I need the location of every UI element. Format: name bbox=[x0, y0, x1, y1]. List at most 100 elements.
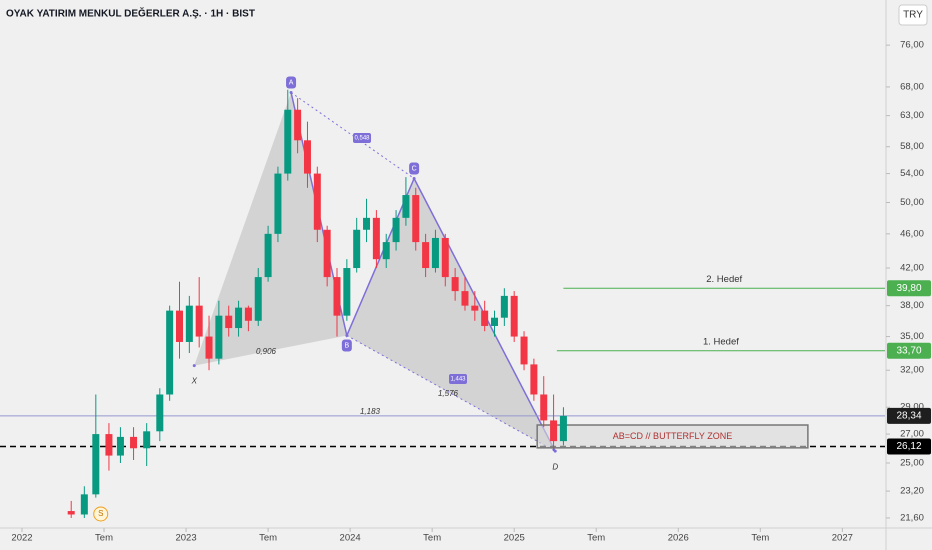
candle-body bbox=[284, 109, 292, 174]
candle-body bbox=[372, 217, 380, 260]
candle-body bbox=[116, 436, 124, 456]
y-tick-label: 21,60 bbox=[900, 512, 924, 523]
x-tick-label: 2027 bbox=[832, 533, 853, 544]
y-tick-label: 25,00 bbox=[900, 458, 924, 469]
candle-body bbox=[205, 336, 213, 359]
y-tick-label: 63,00 bbox=[900, 110, 924, 121]
pattern-badge bbox=[286, 76, 297, 89]
candle-body bbox=[156, 394, 164, 432]
level-price-box bbox=[887, 342, 931, 359]
candle-body bbox=[451, 277, 459, 292]
pattern-point bbox=[192, 364, 196, 368]
x-tick-label: 2025 bbox=[504, 533, 525, 544]
ratio-badge bbox=[449, 374, 467, 384]
chart-title: OYAK YATIRIM MENKUL DEĞERLER A.Ş. · 1H ·… bbox=[6, 7, 255, 20]
ratio-label: 0,548 bbox=[354, 136, 370, 142]
pattern-point-label: X bbox=[191, 377, 198, 386]
pattern-point-label: B bbox=[345, 342, 350, 349]
candle-body bbox=[80, 494, 88, 515]
candle-body bbox=[510, 295, 518, 337]
ratio-label: 1,576 bbox=[438, 389, 459, 398]
pattern-badge bbox=[409, 162, 420, 175]
level-name: 2. Hedef bbox=[706, 274, 742, 285]
pattern-point bbox=[289, 91, 293, 95]
x-tick-label: 2023 bbox=[175, 533, 196, 544]
candle-body bbox=[130, 436, 138, 449]
level-price-box bbox=[887, 280, 931, 297]
ratio-badge bbox=[353, 133, 371, 143]
candle-body bbox=[185, 305, 193, 342]
level-price-box bbox=[887, 438, 931, 455]
y-tick-label: 32,00 bbox=[900, 365, 924, 376]
pattern-point bbox=[553, 449, 557, 453]
candle-body bbox=[195, 305, 203, 337]
y-tick-label: 35,00 bbox=[900, 331, 924, 342]
candle-body bbox=[550, 420, 558, 442]
candle-body bbox=[215, 315, 223, 359]
candle-body bbox=[530, 364, 538, 395]
candle-body bbox=[235, 307, 243, 329]
x-tick-label: 2024 bbox=[340, 533, 361, 544]
level-name: 1. Hedef bbox=[703, 336, 739, 347]
candle-body bbox=[491, 317, 499, 326]
x-tick-label: Tem bbox=[95, 533, 113, 544]
level-price-label: 26,12 bbox=[896, 441, 921, 452]
y-tick-label: 68,00 bbox=[900, 81, 924, 92]
candle-body bbox=[225, 315, 233, 329]
currency-label[interactable]: TRY bbox=[903, 10, 923, 21]
candle-body bbox=[343, 268, 351, 316]
ratio-label: 1,183 bbox=[360, 407, 381, 416]
pattern-point-label: A bbox=[289, 79, 294, 86]
candle-body bbox=[254, 277, 262, 321]
level-price-label: 28,34 bbox=[896, 411, 921, 422]
candle-body bbox=[166, 310, 174, 395]
pattern-triangle bbox=[194, 92, 347, 366]
x-tick-label: Tem bbox=[751, 533, 769, 544]
candle-body bbox=[441, 237, 449, 278]
candle-body bbox=[175, 310, 183, 342]
currency-button[interactable] bbox=[898, 4, 928, 26]
y-tick-label: 42,00 bbox=[900, 263, 924, 274]
level-price-label: 39,80 bbox=[896, 283, 921, 294]
y-tick-label: 38,00 bbox=[900, 300, 924, 311]
pattern-point-label: C bbox=[412, 165, 417, 172]
candle-body bbox=[431, 237, 439, 269]
pattern-point bbox=[345, 333, 349, 337]
candle-body bbox=[105, 434, 113, 456]
candle-body bbox=[382, 242, 390, 260]
candle-body bbox=[392, 217, 400, 243]
candle-body bbox=[294, 109, 302, 141]
marker-circle bbox=[93, 506, 109, 522]
y-tick-label: 58,00 bbox=[900, 141, 924, 152]
candle-body bbox=[67, 511, 75, 515]
pattern-badge bbox=[341, 339, 352, 352]
x-tick-label: Tem bbox=[423, 533, 441, 544]
pattern-triangle bbox=[346, 178, 556, 452]
candle-body bbox=[540, 394, 548, 421]
candle-body bbox=[422, 242, 430, 269]
pattern-dotted-line bbox=[290, 92, 415, 179]
candle-body bbox=[92, 434, 100, 495]
candle-body bbox=[402, 195, 410, 218]
marker-label: S bbox=[98, 509, 103, 518]
candle-body bbox=[363, 217, 371, 230]
x-tick-label: Tem bbox=[259, 533, 277, 544]
y-tick-label: 76,00 bbox=[900, 40, 924, 51]
candle-body bbox=[244, 307, 252, 321]
candle-body bbox=[481, 310, 489, 326]
candle-body bbox=[520, 336, 528, 365]
y-tick-label: 29,00 bbox=[900, 402, 924, 413]
candle-body bbox=[313, 173, 321, 230]
y-tick-label: 54,00 bbox=[900, 168, 924, 179]
pattern-point bbox=[412, 176, 416, 180]
ratio-label: 1,443 bbox=[450, 377, 466, 383]
candle-body bbox=[143, 431, 151, 449]
y-tick-label: 46,00 bbox=[900, 228, 924, 239]
candle-body bbox=[559, 415, 567, 442]
y-tick-label: 27,00 bbox=[900, 429, 924, 440]
candle-body bbox=[274, 173, 282, 234]
candle-body bbox=[353, 229, 361, 269]
